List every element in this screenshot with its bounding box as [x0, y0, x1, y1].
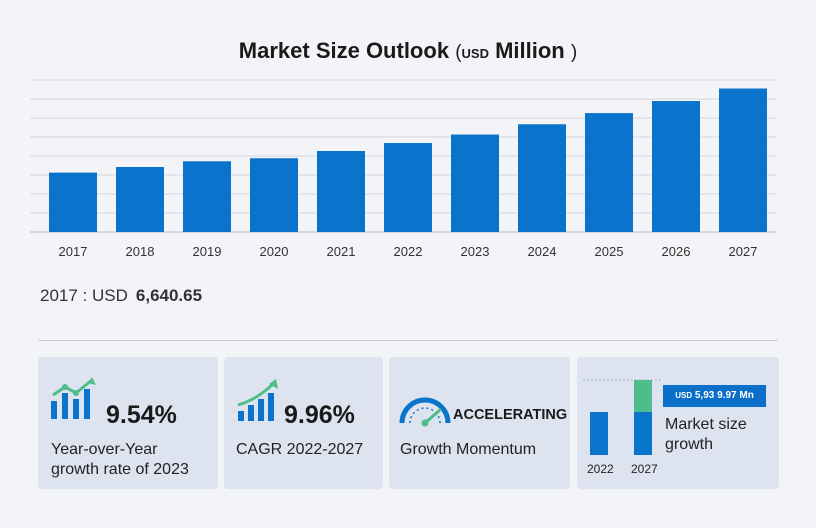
market-growth-card: 2022 2027 Market size growth [577, 357, 779, 489]
bar-chart: 2017 2018 2019 2020 2021 2022 2023 2024 2025 2026… [30, 79, 776, 259]
x-tick-label: 2023 [461, 244, 490, 259]
x-tick-label: 2021 [327, 244, 356, 259]
cagr-card: 9.96% CAGR 2022-2027 [224, 357, 383, 489]
chart-title: Market Size Outlook (USD Million ) [0, 38, 816, 64]
x-tick-label: 2024 [528, 244, 557, 259]
bar-growth-icon [51, 377, 96, 419]
rising-bars-icon [237, 379, 278, 421]
mini-bar-2022 [590, 412, 608, 455]
x-tick-label: 2026 [662, 244, 691, 259]
yoy-value: 9.54% [106, 401, 177, 429]
divider [38, 340, 778, 341]
momentum-card: ACCELERATING Growth Momentum [389, 357, 570, 489]
mini-bar-2027-growth [634, 380, 652, 412]
bar-2023 [451, 134, 499, 232]
bar-2024 [518, 124, 566, 232]
x-tick-label: 2019 [193, 244, 222, 259]
mini-year-2027: 2027 [631, 462, 658, 476]
bar-2017 [49, 172, 97, 232]
bar-2022 [384, 143, 432, 232]
market-desc-1: Market size [665, 416, 747, 433]
x-tick-label: 2025 [595, 244, 624, 259]
bar-2018 [116, 166, 164, 232]
mini-bar-2027-base [634, 412, 652, 455]
x-tick-label: 2020 [260, 244, 289, 259]
bar-2019 [183, 161, 231, 232]
bar-2026 [652, 101, 700, 232]
yoy-card: 9.54% Year-over-Year growth rate of 2023 [38, 357, 218, 489]
x-tick-label: 2022 [394, 244, 423, 259]
title-text: Market Size Outlook [238, 38, 450, 63]
base-year-value: 2017 : USD 6,640.65 [40, 286, 202, 306]
base-year-label: 2017 : USD [40, 286, 128, 305]
tag-unit: USD [675, 391, 693, 400]
bar-2020 [250, 158, 298, 232]
title-paren-open: ( [455, 42, 462, 63]
bar-2025 [585, 113, 633, 232]
tag-value: 5,93 9.97 Mn [694, 390, 754, 401]
title-unit: USD [461, 46, 489, 61]
bar-2021 [317, 150, 365, 232]
x-tick-label: 2027 [729, 244, 758, 259]
base-value: 6,640.65 [135, 286, 203, 305]
momentum-desc: Growth Momentum [400, 441, 537, 458]
yoy-desc-2: growth rate of 2023 [51, 461, 189, 478]
speedometer-icon [399, 397, 451, 427]
market-growth-tag: USD 5,93 9.97 Mn [663, 385, 766, 407]
cagr-desc: CAGR 2022-2027 [236, 441, 364, 458]
cagr-value: 9.96% [284, 401, 355, 429]
title-unit-scale: Million [495, 38, 565, 63]
x-tick-label: 2018 [126, 244, 155, 259]
title-paren-close: ) [570, 42, 578, 63]
mini-growth-chart [583, 379, 663, 455]
bar-2027 [719, 88, 767, 233]
market-desc-2: growth [665, 436, 714, 453]
momentum-status: ACCELERATING [453, 407, 568, 423]
mini-year-2022: 2022 [587, 462, 614, 476]
x-tick-label: 2017 [59, 244, 88, 259]
yoy-desc-1: Year-over-Year [51, 441, 158, 458]
